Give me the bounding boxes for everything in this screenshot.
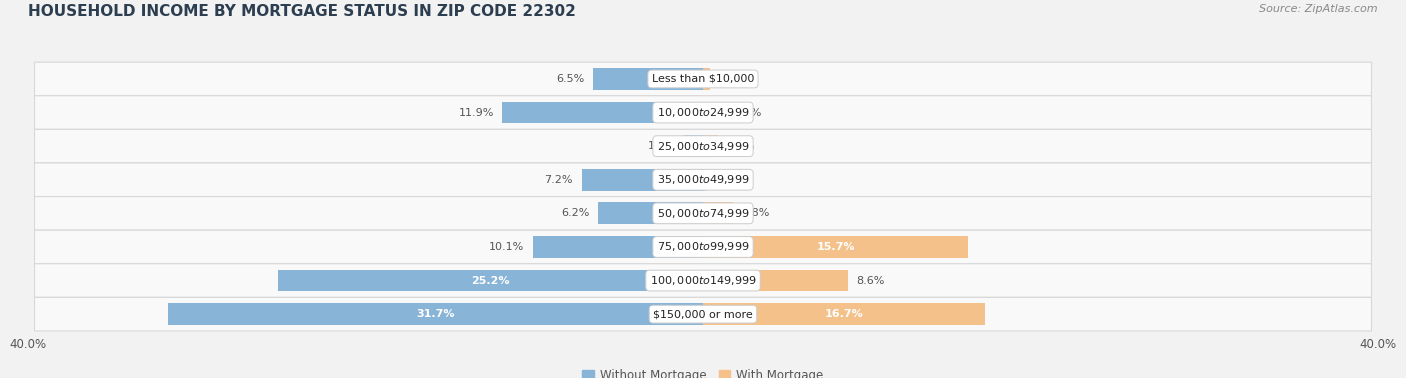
Text: 11.9%: 11.9% bbox=[458, 108, 494, 118]
FancyBboxPatch shape bbox=[35, 264, 1371, 297]
FancyBboxPatch shape bbox=[35, 197, 1371, 230]
Text: 16.7%: 16.7% bbox=[824, 309, 863, 319]
Text: 7.2%: 7.2% bbox=[544, 175, 574, 185]
Text: 25.2%: 25.2% bbox=[471, 276, 509, 285]
Bar bbox=[703, 102, 717, 124]
Bar bbox=[703, 270, 848, 291]
Bar bbox=[703, 169, 707, 191]
Bar bbox=[593, 68, 703, 90]
Bar bbox=[502, 102, 703, 124]
Text: $10,000 to $24,999: $10,000 to $24,999 bbox=[657, 106, 749, 119]
Bar bbox=[169, 303, 703, 325]
Text: $35,000 to $49,999: $35,000 to $49,999 bbox=[657, 173, 749, 186]
Text: 1.1%: 1.1% bbox=[648, 141, 676, 151]
Bar bbox=[685, 135, 703, 157]
Text: 0.23%: 0.23% bbox=[716, 175, 751, 185]
Bar bbox=[278, 270, 703, 291]
Text: 15.7%: 15.7% bbox=[817, 242, 855, 252]
Bar bbox=[533, 236, 703, 258]
FancyBboxPatch shape bbox=[35, 96, 1371, 129]
Text: $100,000 to $149,999: $100,000 to $149,999 bbox=[650, 274, 756, 287]
Legend: Without Mortgage, With Mortgage: Without Mortgage, With Mortgage bbox=[578, 364, 828, 378]
Bar bbox=[703, 203, 734, 224]
FancyBboxPatch shape bbox=[35, 230, 1371, 264]
Text: 0.85%: 0.85% bbox=[725, 108, 761, 118]
Text: HOUSEHOLD INCOME BY MORTGAGE STATUS IN ZIP CODE 22302: HOUSEHOLD INCOME BY MORTGAGE STATUS IN Z… bbox=[28, 4, 576, 19]
FancyBboxPatch shape bbox=[35, 129, 1371, 163]
Text: 1.8%: 1.8% bbox=[742, 208, 770, 218]
Bar bbox=[703, 68, 710, 90]
Text: 10.1%: 10.1% bbox=[489, 242, 524, 252]
Bar bbox=[703, 303, 984, 325]
Text: 6.5%: 6.5% bbox=[557, 74, 585, 84]
Bar bbox=[703, 135, 718, 157]
Text: 31.7%: 31.7% bbox=[416, 309, 454, 319]
Text: 6.2%: 6.2% bbox=[561, 208, 591, 218]
FancyBboxPatch shape bbox=[35, 62, 1371, 96]
Text: 0.43%: 0.43% bbox=[718, 74, 754, 84]
Text: $75,000 to $99,999: $75,000 to $99,999 bbox=[657, 240, 749, 254]
Text: Less than $10,000: Less than $10,000 bbox=[652, 74, 754, 84]
Text: $150,000 or more: $150,000 or more bbox=[654, 309, 752, 319]
FancyBboxPatch shape bbox=[35, 297, 1371, 331]
Bar bbox=[703, 236, 967, 258]
FancyBboxPatch shape bbox=[35, 163, 1371, 197]
Text: Source: ZipAtlas.com: Source: ZipAtlas.com bbox=[1260, 4, 1378, 14]
Text: 0.9%: 0.9% bbox=[727, 141, 755, 151]
Text: $25,000 to $34,999: $25,000 to $34,999 bbox=[657, 139, 749, 153]
Text: 8.6%: 8.6% bbox=[856, 276, 884, 285]
Text: $50,000 to $74,999: $50,000 to $74,999 bbox=[657, 207, 749, 220]
Bar bbox=[599, 203, 703, 224]
Bar bbox=[582, 169, 703, 191]
